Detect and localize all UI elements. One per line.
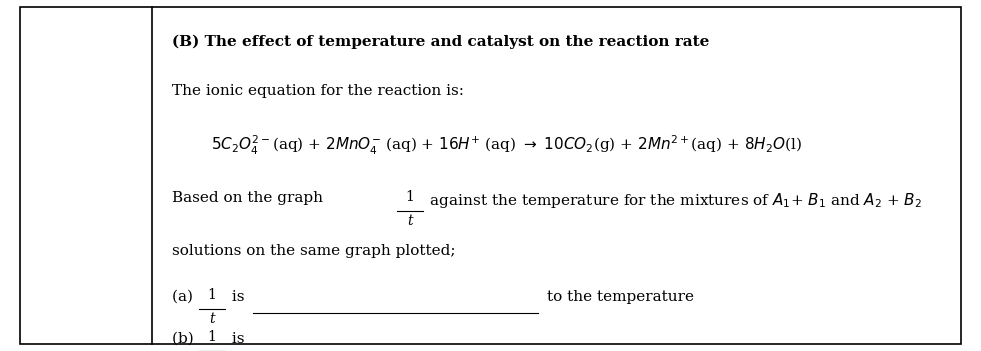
- Text: 1: 1: [207, 330, 217, 344]
- Text: The ionic equation for the reaction is:: The ionic equation for the reaction is:: [172, 84, 464, 98]
- Text: $5C_2O_4^{2-}$(aq) + $2MnO_4^{-}$ (aq) + $16H^{+}$ (aq) $\rightarrow$ $10CO_2$(g: $5C_2O_4^{2-}$(aq) + $2MnO_4^{-}$ (aq) +…: [211, 133, 802, 157]
- Text: (b): (b): [172, 332, 198, 346]
- Text: is: is: [227, 332, 244, 346]
- FancyBboxPatch shape: [20, 7, 961, 344]
- Text: t: t: [209, 312, 215, 326]
- Text: (a): (a): [172, 290, 197, 304]
- Text: to the temperature: to the temperature: [547, 290, 695, 304]
- Text: 1: 1: [405, 190, 415, 204]
- Text: is: is: [227, 290, 244, 304]
- Text: against the temperature for the mixtures of $A_1$+ $B_1$ and $A_2$ + $B_2$: against the temperature for the mixtures…: [425, 191, 922, 210]
- Text: 1: 1: [207, 288, 217, 302]
- Text: (B) The effect of temperature and catalyst on the reaction rate: (B) The effect of temperature and cataly…: [172, 35, 709, 49]
- Text: solutions on the same graph plotted;: solutions on the same graph plotted;: [172, 244, 455, 258]
- Text: t: t: [407, 214, 413, 228]
- Text: Based on the graph: Based on the graph: [172, 191, 323, 205]
